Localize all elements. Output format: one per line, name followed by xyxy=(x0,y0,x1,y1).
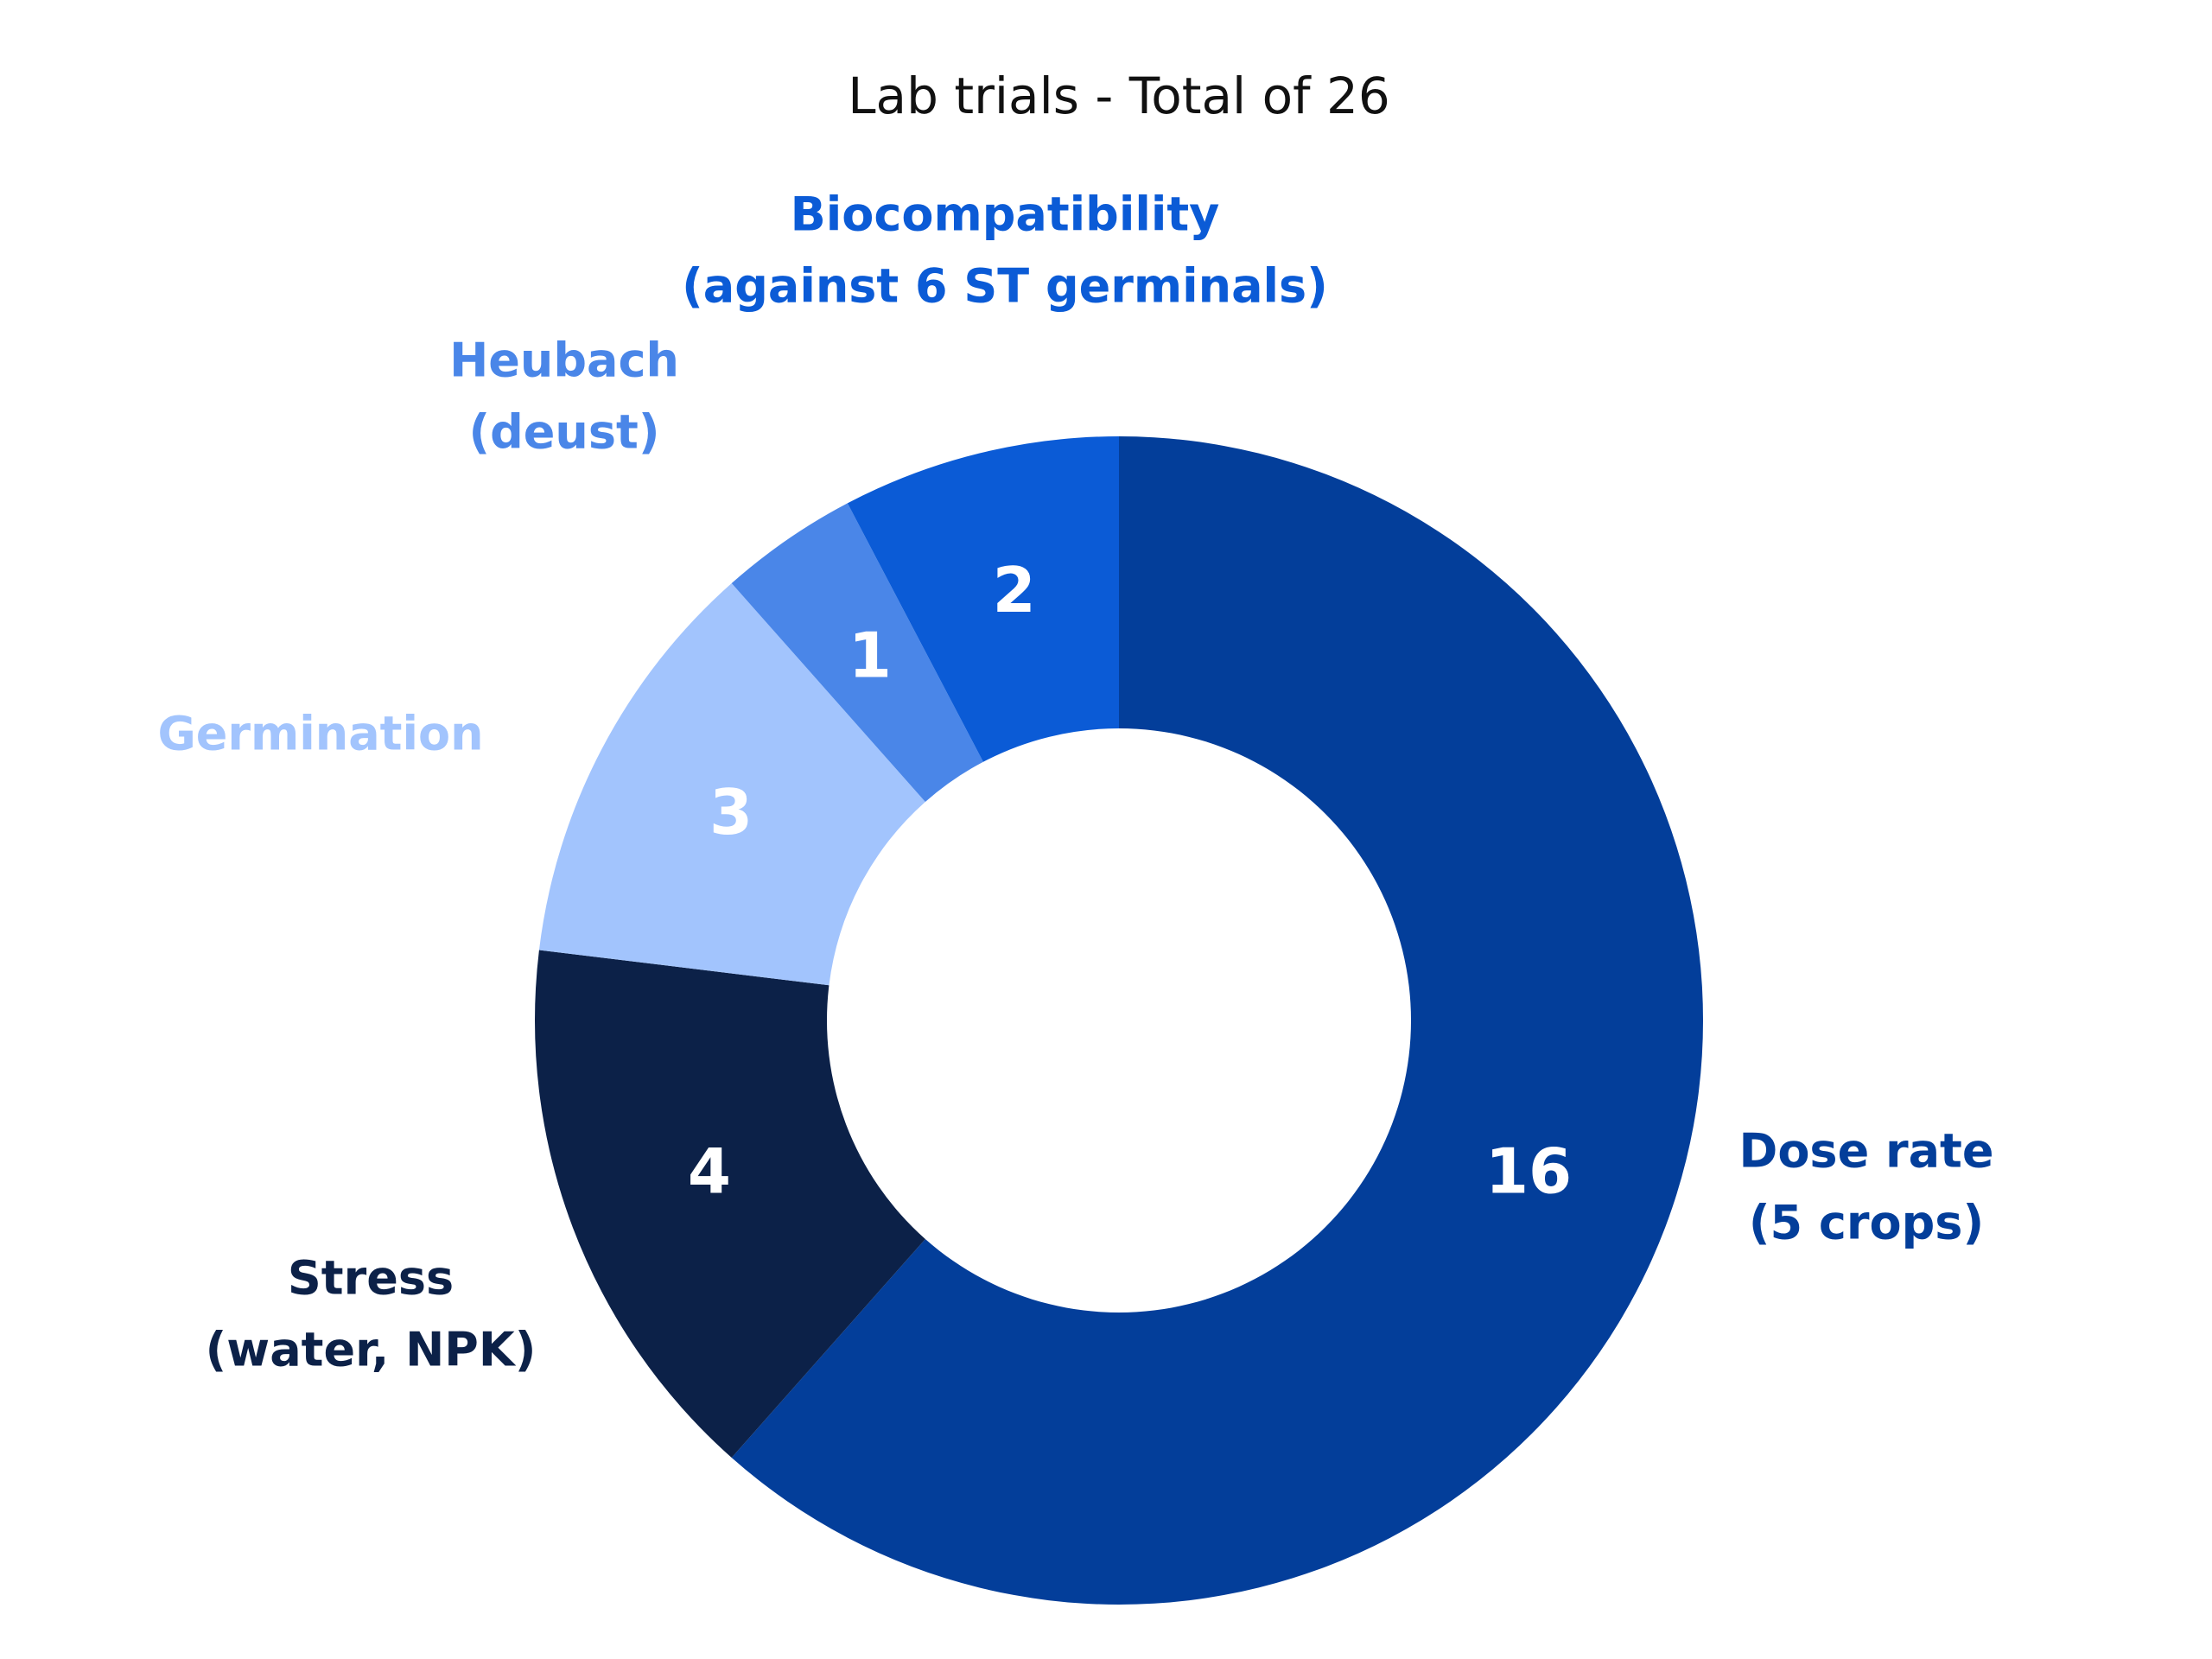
chart-title: Lab trials - Total of 26 xyxy=(848,67,1390,125)
category-label: (water, NPK) xyxy=(206,1323,537,1377)
value-label: 3 xyxy=(709,776,753,849)
donut-slice xyxy=(538,583,925,986)
donut-slice xyxy=(731,436,1704,1605)
category-label: Germination xyxy=(157,707,483,761)
value-label: 1 xyxy=(849,619,892,691)
value-label: 4 xyxy=(688,1135,731,1207)
category-label: Stress xyxy=(288,1251,454,1306)
category-label: Biocompatibility xyxy=(791,188,1220,242)
donut-slice xyxy=(731,503,983,803)
category-label: (5 crops) xyxy=(1749,1196,1984,1250)
category-label: Dose rate xyxy=(1739,1124,1994,1179)
value-label: 2 xyxy=(993,554,1036,626)
donut-slice xyxy=(847,436,1119,762)
value-label: 16 xyxy=(1485,1135,1572,1207)
donut-slice xyxy=(535,950,925,1458)
category-label: (deust) xyxy=(468,405,659,460)
category-label: (against 6 ST germinals) xyxy=(682,259,1328,314)
category-label: Heubach xyxy=(449,334,679,388)
